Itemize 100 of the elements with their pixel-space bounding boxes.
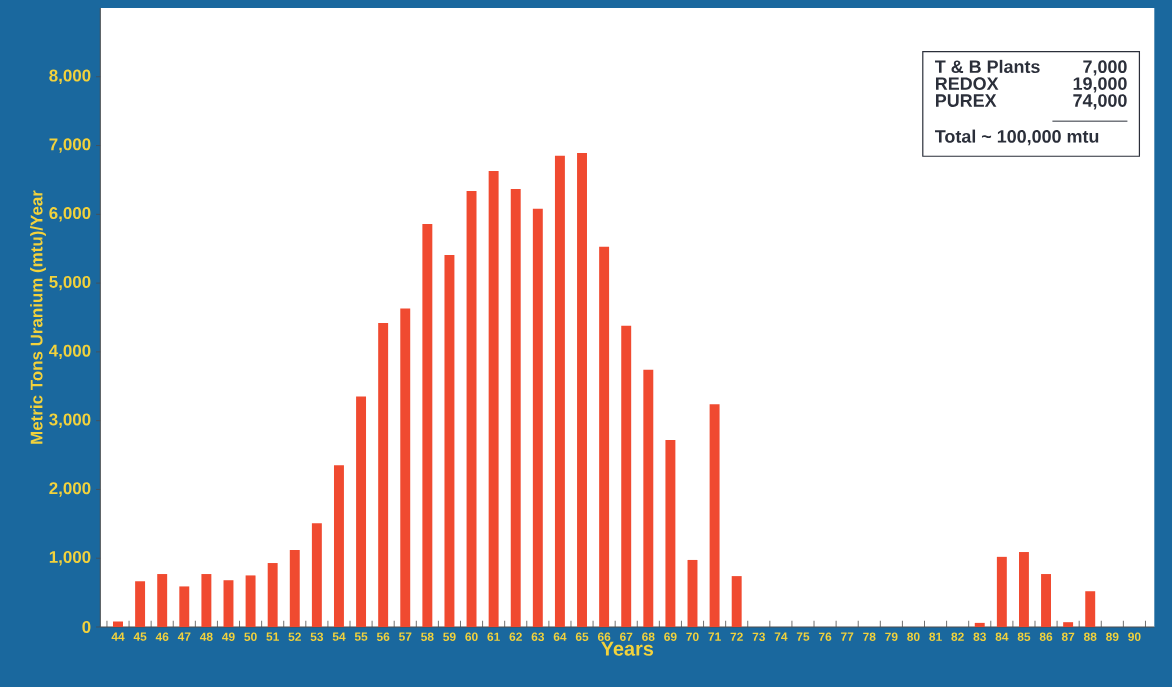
x-tick-label: 63 [531,632,545,642]
x-tick-label: 75 [796,632,810,641]
bar [687,559,698,627]
bar [179,586,190,627]
bar [621,325,632,627]
x-tick-label: 80 [907,632,920,641]
x-tick-label: 59 [443,632,456,641]
x-tick-label: 87 [1061,632,1075,641]
x-tick-label: 67 [620,632,633,641]
y-tick-label: 7,000 [49,138,91,153]
x-tick-label: 48 [199,632,213,641]
bar [731,576,742,627]
annotation: 19,000 [1073,77,1127,93]
bar [157,574,168,627]
bar [1063,622,1074,627]
bar [113,621,123,627]
annotation: T & B Plants [935,59,1040,74]
x-tick-label: 89 [1106,632,1119,641]
y-tick-label: 8,000 [49,69,91,84]
x-tick-label: 50 [244,632,257,641]
x-tick-label: 64 [553,632,567,641]
x-tick-label: 76 [818,632,832,641]
annotation: REDOX [936,77,999,90]
x-tick-label: 74 [774,632,788,641]
x-axis-title: Years [601,641,654,656]
bar [444,254,455,627]
bar [532,208,543,627]
x-tick-label: 83 [973,632,986,642]
bar [400,308,411,627]
x-tick-label: 90 [1128,632,1141,641]
bar [1018,552,1029,627]
bar [378,323,389,627]
bar [974,622,985,627]
bar [466,190,477,627]
bar [267,563,278,627]
bar [577,153,587,627]
annotation: 7,000 [1083,60,1127,76]
bar [1085,591,1096,627]
x-tick-label: 84 [995,632,1009,641]
x-tick-label: 72 [730,632,743,641]
y-tick-label: 6,000 [49,207,91,222]
x-tick-label: 46 [155,632,169,641]
y-tick-label: 2,000 [49,482,91,497]
bar [289,549,300,627]
x-tick-label: 52 [288,632,301,641]
bar [356,396,367,627]
bar [554,155,565,627]
bar [709,404,720,627]
x-tick-label: 51 [266,632,279,641]
x-tick-label: 69 [664,632,677,641]
y-tick-label: 5,000 [49,275,91,291]
bar [599,246,610,627]
x-tick-label: 47 [177,632,191,641]
x-tick-label: 82 [951,632,964,641]
y-axis-title: Metric Tons Uranium (mtu)/Year [30,190,46,444]
x-tick-label: 57 [398,632,412,641]
x-tick-label: 45 [133,632,147,641]
x-tick-label: 85 [1017,632,1031,641]
bar [311,523,322,627]
x-tick-label: 81 [929,632,942,641]
bar [223,580,234,627]
x-tick-label: 58 [421,632,434,641]
x-tick-label: 78 [863,632,876,641]
x-tick-label: 62 [509,632,522,641]
x-tick-label: 73 [752,632,765,642]
x-tick-label: 56 [376,632,390,641]
annotation: 74,000 [1073,94,1127,110]
x-tick-label: 55 [354,632,368,641]
x-tick-label: 65 [575,632,589,641]
x-tick-label: 70 [686,632,699,641]
bar [510,188,521,627]
bar [422,223,433,627]
x-tick-label: 79 [885,632,898,641]
bar [1041,574,1052,627]
x-tick-label: 61 [487,632,500,641]
bar [333,465,344,627]
bar [488,171,499,627]
bar [201,574,212,627]
y-tick-label: 0 [82,621,91,633]
bar [665,439,676,627]
y-tick-label: 4,000 [49,344,91,360]
x-tick-label: 49 [222,632,235,641]
x-tick-label: 77 [841,632,854,641]
x-tick-label: 60 [465,632,478,641]
y-tick-label: 3,000 [49,413,91,428]
y-tick-label: 1,000 [49,551,91,566]
annotation: Total ~ 100,000 mtu [935,129,1099,146]
annotation: PUREX [936,94,997,107]
x-tick-label: 44 [111,632,125,641]
x-tick-label: 53 [310,632,324,642]
bar [245,575,256,627]
bar [996,556,1007,627]
x-tick-label: 71 [708,632,721,641]
x-tick-label: 86 [1039,632,1053,641]
bar [135,581,146,627]
x-tick-label: 68 [642,632,655,641]
x-tick-label: 88 [1083,632,1097,641]
x-tick-label: 66 [597,632,611,641]
x-tick-label: 54 [332,632,346,641]
bar [643,369,654,627]
